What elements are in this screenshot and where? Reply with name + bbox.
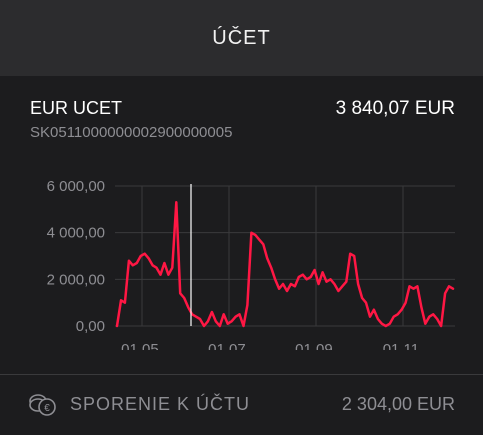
y-tick-label: 2 000,00 <box>47 271 105 288</box>
balance-line <box>115 201 455 328</box>
balance-chart[interactable]: 6 000,00 4 000,00 2 000,00 0,00 01.05. 01.07… <box>0 172 483 350</box>
svg-text:€: € <box>44 403 50 414</box>
y-tick-label: 0,00 <box>76 318 105 335</box>
account-iban: SK0511000000002900000005 <box>30 124 233 141</box>
account-name: EUR UCET <box>30 98 123 118</box>
page-title: ÚČET <box>212 26 271 49</box>
account-card[interactable]: EUR UCET SK0511000000002900000005 3 840,… <box>0 76 483 374</box>
x-tick-label: 01.09. <box>295 341 337 350</box>
savings-value: 2 304,00 EUR <box>341 394 455 414</box>
divider <box>0 374 483 375</box>
coins-icon: € <box>29 394 56 416</box>
savings-row[interactable]: € SPORENIE K ÚČTU 2 304,00 EUR <box>0 375 483 435</box>
x-tick-label: 01.07. <box>208 341 250 350</box>
header-bar: ÚČET <box>0 0 483 76</box>
y-tick-label: 6 000,00 <box>47 178 105 195</box>
savings-label: SPORENIE K ÚČTU <box>70 394 251 414</box>
x-tick-label: 01.05. <box>121 341 163 350</box>
y-tick-label: 4 000,00 <box>47 225 105 242</box>
x-axis-labels: 01.05. 01.07. 01.09. 01.11. <box>121 341 423 350</box>
account-balance: 3 840,07 EUR <box>335 98 455 119</box>
x-tick-label: 01.11. <box>383 341 424 350</box>
y-axis-labels: 6 000,00 4 000,00 2 000,00 0,00 <box>47 178 105 335</box>
